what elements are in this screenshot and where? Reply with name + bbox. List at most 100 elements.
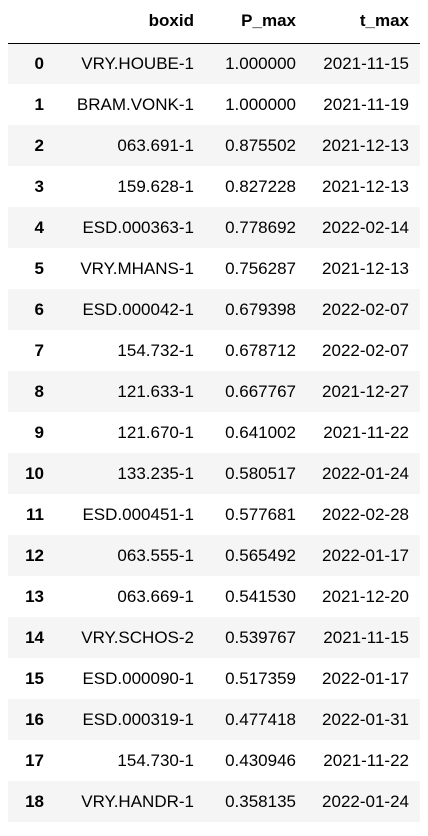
cell-boxid: 154.730-1 (117, 750, 194, 770)
row-index: 12 (25, 545, 44, 565)
cell-boxid: ESD.000451-1 (82, 504, 194, 524)
cell-boxid: VRY.SCHOS-2 (81, 627, 194, 647)
cell-t-max: 2021-12-13 (322, 258, 409, 278)
cell-boxid: 159.628-1 (117, 176, 194, 196)
table-row: 14 VRY.SCHOS-2 0.539767 2021-11-15 (8, 617, 420, 658)
cell-p-max: 0.580517 (225, 463, 296, 483)
cell-boxid: 133.235-1 (117, 463, 194, 483)
row-index: 0 (34, 53, 44, 73)
cell-t-max: 2021-11-22 (323, 422, 409, 442)
cell-p-max: 0.679398 (225, 299, 296, 319)
row-index: 18 (25, 791, 44, 811)
table-row: 8 121.633-1 0.667767 2021-12-27 (8, 371, 420, 412)
table-row: 2 063.691-1 0.875502 2021-12-13 (8, 125, 420, 166)
cell-t-max: 2022-01-31 (322, 709, 409, 729)
cell-p-max: 0.541530 (225, 586, 296, 606)
cell-boxid: BRAM.VONK-1 (76, 94, 194, 114)
cell-t-max: 2022-02-07 (322, 340, 409, 360)
table-header: boxid P_max t_max (8, 0, 420, 44)
cell-t-max: 2022-01-17 (322, 668, 409, 688)
cell-p-max: 0.517359 (225, 668, 296, 688)
cell-boxid: VRY.HANDR-1 (81, 791, 194, 811)
cell-boxid: VRY.MHANS-1 (80, 258, 194, 278)
cell-p-max: 0.778692 (225, 217, 296, 237)
row-index: 8 (34, 381, 44, 401)
cell-t-max: 2021-12-27 (322, 381, 409, 401)
cell-t-max: 2021-11-22 (323, 750, 409, 770)
row-index: 1 (34, 94, 44, 114)
cell-p-max: 0.641002 (225, 422, 296, 442)
table-row: 4 ESD.000363-1 0.778692 2022-02-14 (8, 207, 420, 248)
table-row: 16 ESD.000319-1 0.477418 2022-01-31 (8, 699, 420, 740)
cell-p-max: 1.000000 (225, 53, 296, 73)
row-index: 9 (34, 422, 44, 442)
row-index: 17 (25, 750, 44, 770)
cell-p-max: 0.678712 (225, 340, 296, 360)
column-header-p-max: P_max (205, 0, 307, 44)
cell-p-max: 0.539767 (225, 627, 296, 647)
row-index: 3 (34, 176, 44, 196)
row-index: 5 (34, 258, 44, 278)
row-index: 2 (34, 135, 44, 155)
cell-t-max: 2021-11-15 (323, 53, 409, 73)
table-row: 6 ESD.000042-1 0.679398 2022-02-07 (8, 289, 420, 330)
row-index: 11 (26, 504, 44, 524)
cell-t-max: 2021-11-15 (323, 627, 409, 647)
dataframe-table: boxid P_max t_max 0 VRY.HOUBE-1 1.000000 20… (8, 0, 420, 822)
row-index: 4 (34, 217, 44, 237)
table-row: 12 063.555-1 0.565492 2022-01-17 (8, 535, 420, 576)
cell-t-max: 2022-01-24 (322, 791, 409, 811)
row-index: 14 (25, 627, 44, 647)
cell-boxid: ESD.000319-1 (82, 709, 194, 729)
table-row: 3 159.628-1 0.827228 2021-12-13 (8, 166, 420, 207)
table-row: 13 063.669-1 0.541530 2021-12-20 (8, 576, 420, 617)
table-row: 15 ESD.000090-1 0.517359 2022-01-17 (8, 658, 420, 699)
table-row: 7 154.732-1 0.678712 2022-02-07 (8, 330, 420, 371)
row-index: 6 (34, 299, 44, 319)
table-row: 1 BRAM.VONK-1 1.000000 2021-11-19 (8, 84, 420, 125)
table-row: 10 133.235-1 0.580517 2022-01-24 (8, 453, 420, 494)
cell-p-max: 0.756287 (225, 258, 296, 278)
cell-p-max: 0.477418 (225, 709, 296, 729)
cell-boxid: ESD.000363-1 (82, 217, 194, 237)
column-header-t-max: t_max (307, 0, 420, 44)
table-row: 11 ESD.000451-1 0.577681 2022-02-28 (8, 494, 420, 535)
cell-boxid: ESD.000090-1 (82, 668, 194, 688)
cell-p-max: 0.430946 (225, 750, 296, 770)
header-row: boxid P_max t_max (8, 0, 420, 44)
table-body: 0 VRY.HOUBE-1 1.000000 2021-11-15 1 BRAM.VONK… (8, 43, 420, 822)
cell-p-max: 0.827228 (225, 176, 296, 196)
column-header-boxid: boxid (50, 0, 205, 44)
cell-t-max: 2021-11-19 (323, 94, 409, 114)
cell-boxid: 063.555-1 (117, 545, 194, 565)
cell-p-max: 0.875502 (225, 135, 296, 155)
cell-t-max: 2021-12-13 (322, 176, 409, 196)
cell-t-max: 2022-02-14 (322, 217, 409, 237)
cell-boxid: 121.670-1 (117, 422, 194, 442)
cell-boxid: ESD.000042-1 (82, 299, 194, 319)
table-row: 0 VRY.HOUBE-1 1.000000 2021-11-15 (8, 43, 420, 84)
table-row: 5 VRY.MHANS-1 0.756287 2021-12-13 (8, 248, 420, 289)
cell-t-max: 2022-02-28 (322, 504, 409, 524)
row-index: 16 (25, 709, 44, 729)
table-row: 17 154.730-1 0.430946 2021-11-22 (8, 740, 420, 781)
table-row: 9 121.670-1 0.641002 2021-11-22 (8, 412, 420, 453)
cell-boxid: 063.691-1 (117, 135, 194, 155)
row-index: 13 (25, 586, 44, 606)
cell-p-max: 0.577681 (225, 504, 296, 524)
cell-p-max: 0.358135 (225, 791, 296, 811)
cell-p-max: 1.000000 (225, 94, 296, 114)
cell-boxid: 121.633-1 (117, 381, 194, 401)
cell-p-max: 0.667767 (225, 381, 296, 401)
cell-p-max: 0.565492 (225, 545, 296, 565)
row-index: 7 (34, 340, 44, 360)
cell-t-max: 2022-01-24 (322, 463, 409, 483)
cell-t-max: 2022-01-17 (322, 545, 409, 565)
index-column-header (8, 0, 50, 44)
cell-boxid: 154.732-1 (117, 340, 194, 360)
cell-t-max: 2021-12-13 (322, 135, 409, 155)
table-row: 18 VRY.HANDR-1 0.358135 2022-01-24 (8, 781, 420, 822)
row-index: 10 (25, 463, 44, 483)
cell-t-max: 2022-02-07 (322, 299, 409, 319)
